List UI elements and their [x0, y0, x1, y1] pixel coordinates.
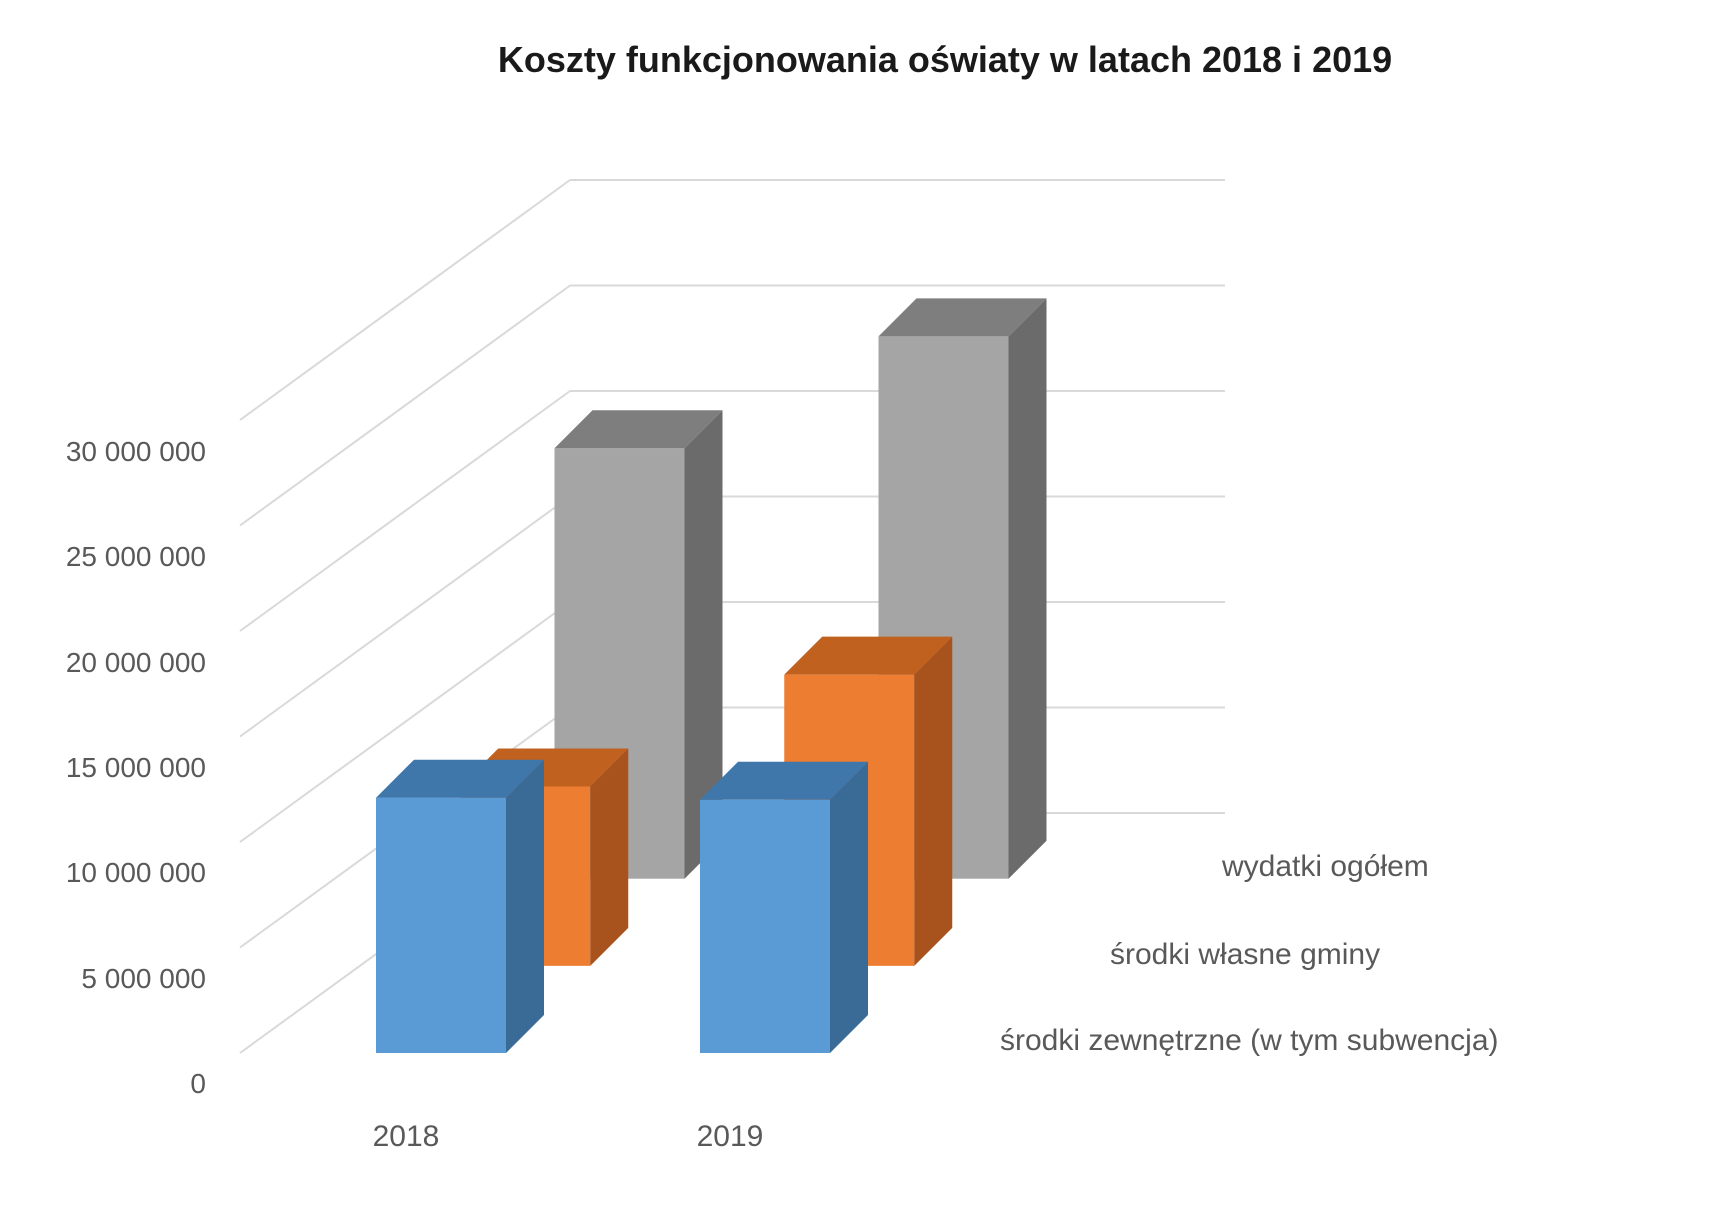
gridline-side: [239, 284, 571, 527]
bar-front-face: [376, 797, 506, 1053]
y-tick-label: 10 000 000: [66, 857, 206, 888]
series-label-total: wydatki ogółem: [1221, 850, 1429, 883]
y-tick-label: 0: [190, 1068, 206, 1099]
gridline-side: [239, 179, 571, 421]
bar-side-face: [506, 759, 544, 1053]
bar-side-face: [590, 748, 629, 966]
bar-top-face: [878, 298, 1047, 337]
bar-2018-series-1: [376, 759, 544, 1053]
series-depth-labels: środki zewnętrzne (w tym subwencja) środ…: [1000, 850, 1499, 1057]
bar-top-face: [784, 636, 953, 675]
x-axis-categories: 2018 2019: [373, 1120, 764, 1153]
category-label-2019: 2019: [697, 1120, 764, 1153]
gridline-side: [239, 601, 571, 843]
bar-side-face: [684, 410, 723, 879]
bar-2019-series-1: [700, 761, 868, 1053]
series-label-external: środki zewnętrzne (w tym subwencja): [1000, 1024, 1499, 1057]
bar-side-face: [1008, 298, 1047, 879]
y-tick-label: 30 000 000: [66, 436, 206, 467]
bar-top-face: [376, 759, 544, 798]
bar-top-face: [700, 761, 868, 800]
bar-top-face: [554, 410, 723, 449]
category-label-2018: 2018: [373, 1120, 440, 1153]
bar-side-face: [830, 761, 868, 1053]
chart-title: Koszty funkcjonowania oświaty w latach 2…: [498, 39, 1392, 80]
y-tick-label: 15 000 000: [66, 752, 206, 783]
bars: [376, 298, 1047, 1053]
y-tick-label: 5 000 000: [81, 963, 206, 994]
gridline-side: [239, 495, 571, 738]
bar-side-face: [914, 636, 953, 966]
gridline-side: [239, 390, 571, 632]
series-label-own: środki własne gminy: [1110, 938, 1380, 971]
y-tick-label: 20 000 000: [66, 647, 206, 678]
y-axis-ticks: 0 5 000 000 10 000 000 15 000 000 20 000…: [66, 436, 206, 1099]
bar-front-face: [700, 799, 830, 1053]
y-tick-label: 25 000 000: [66, 541, 206, 572]
